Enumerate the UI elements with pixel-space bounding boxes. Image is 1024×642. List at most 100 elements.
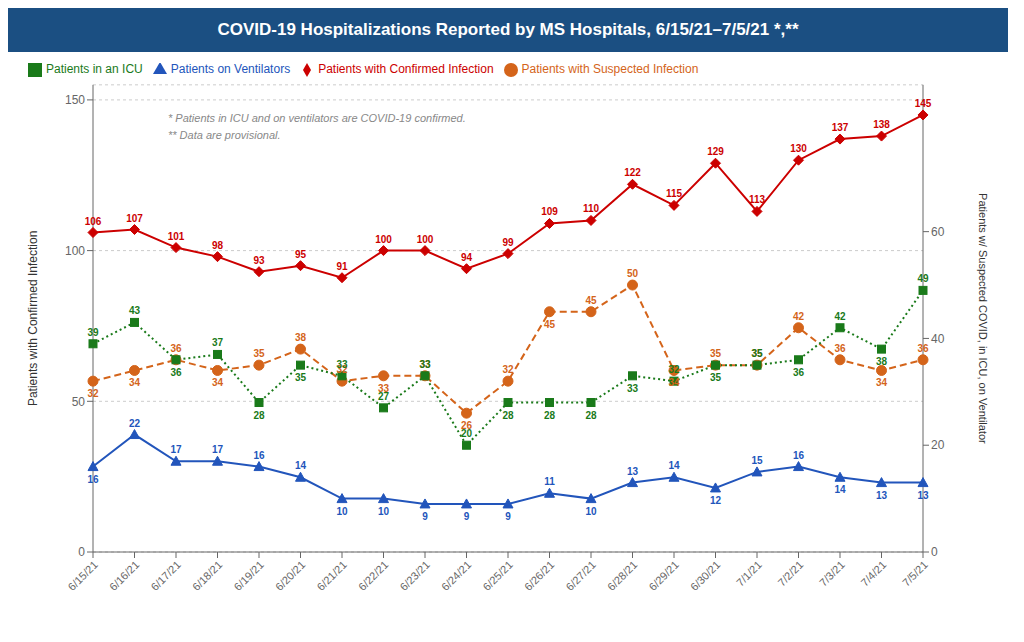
svg-text:6/30/21: 6/30/21 [688,558,722,592]
svg-text:106: 106 [85,216,102,227]
svg-text:42: 42 [834,311,846,322]
svg-text:113: 113 [749,194,766,205]
svg-text:38: 38 [876,356,888,367]
svg-text:28: 28 [253,410,265,421]
svg-text:Patients with Confirmed Infect: Patients with Confirmed Infection [26,231,40,406]
svg-text:10: 10 [378,506,390,517]
svg-text:36: 36 [793,367,805,378]
svg-text:99: 99 [502,237,514,248]
svg-text:14: 14 [668,460,680,471]
svg-text:16: 16 [253,450,265,461]
svg-text:115: 115 [666,188,683,199]
svg-text:22: 22 [129,418,141,429]
svg-text:33: 33 [419,359,431,370]
svg-text:36: 36 [917,343,929,354]
svg-text:42: 42 [793,311,805,322]
svg-text:6/20/21: 6/20/21 [273,558,307,592]
svg-text:6/18/21: 6/18/21 [190,558,224,592]
svg-text:10: 10 [585,506,597,517]
svg-text:13: 13 [627,466,639,477]
svg-text:36: 36 [170,343,182,354]
svg-text:39: 39 [87,327,99,338]
svg-text:28: 28 [502,410,514,421]
svg-text:28: 28 [585,410,597,421]
svg-text:6/29/21: 6/29/21 [646,558,680,592]
svg-text:122: 122 [624,167,641,178]
svg-text:100: 100 [417,234,434,245]
svg-text:32: 32 [668,364,680,375]
svg-text:33: 33 [336,359,348,370]
svg-text:13: 13 [876,490,888,501]
svg-text:101: 101 [168,231,185,242]
svg-text:137: 137 [832,122,849,133]
svg-text:27: 27 [378,391,390,402]
svg-text:145: 145 [915,98,932,109]
svg-text:36: 36 [170,367,182,378]
svg-text:129: 129 [707,146,724,157]
svg-text:32: 32 [502,364,514,375]
svg-text:20: 20 [931,438,945,452]
svg-text:33: 33 [627,383,639,394]
svg-text:34: 34 [876,377,888,388]
svg-text:50: 50 [627,268,639,279]
svg-text:13: 13 [917,490,929,501]
svg-text:6/26/21: 6/26/21 [522,558,556,592]
svg-text:35: 35 [751,348,763,359]
svg-text:91: 91 [336,261,348,272]
svg-text:34: 34 [212,377,224,388]
svg-text:11: 11 [544,476,555,487]
svg-text:15: 15 [751,455,763,466]
svg-text:7/4/21: 7/4/21 [858,558,888,588]
svg-text:34: 34 [129,377,141,388]
svg-text:107: 107 [126,213,143,224]
svg-text:14: 14 [834,484,846,495]
svg-text:6/27/21: 6/27/21 [563,558,597,592]
svg-text:49: 49 [917,273,929,284]
svg-text:17: 17 [170,444,182,455]
svg-text:6/24/21: 6/24/21 [439,558,473,592]
svg-text:138: 138 [873,119,890,130]
svg-text:12: 12 [710,495,722,506]
svg-text:150: 150 [65,93,85,107]
svg-text:35: 35 [710,348,722,359]
svg-text:40: 40 [931,332,945,346]
svg-text:7/1/21: 7/1/21 [734,558,764,588]
svg-text:6/23/21: 6/23/21 [397,558,431,592]
svg-text:35: 35 [751,348,763,359]
svg-text:9: 9 [505,511,511,522]
svg-text:6/22/21: 6/22/21 [356,558,390,592]
svg-text:33: 33 [419,359,431,370]
svg-text:6/17/21: 6/17/21 [148,558,182,592]
svg-text:6/19/21: 6/19/21 [231,558,265,592]
svg-text:9: 9 [422,511,428,522]
svg-text:37: 37 [212,337,224,348]
svg-text:16: 16 [87,474,99,485]
svg-text:35: 35 [710,372,722,383]
svg-text:6/28/21: 6/28/21 [605,558,639,592]
svg-text:0: 0 [78,545,85,559]
svg-text:94: 94 [461,252,473,263]
svg-text:93: 93 [253,255,265,266]
svg-text:28: 28 [544,410,556,421]
svg-text:35: 35 [253,348,265,359]
svg-text:98: 98 [212,240,224,251]
svg-text:35: 35 [295,372,307,383]
svg-text:45: 45 [544,319,556,330]
svg-text:43: 43 [129,305,141,316]
svg-text:16: 16 [793,450,805,461]
svg-text:100: 100 [65,244,85,258]
svg-text:14: 14 [295,460,307,471]
svg-text:50: 50 [72,395,86,409]
svg-text:17: 17 [212,444,224,455]
svg-text:7/2/21: 7/2/21 [775,558,805,588]
svg-text:6/15/21: 6/15/21 [65,558,99,592]
svg-text:60: 60 [931,225,945,239]
svg-text:20: 20 [461,428,473,439]
svg-text:7/5/21: 7/5/21 [900,558,930,588]
svg-text:7/3/21: 7/3/21 [817,558,847,588]
svg-text:0: 0 [931,545,938,559]
svg-text:38: 38 [295,332,307,343]
svg-text:130: 130 [790,143,807,154]
svg-text:110: 110 [583,203,600,214]
svg-text:109: 109 [541,206,558,217]
